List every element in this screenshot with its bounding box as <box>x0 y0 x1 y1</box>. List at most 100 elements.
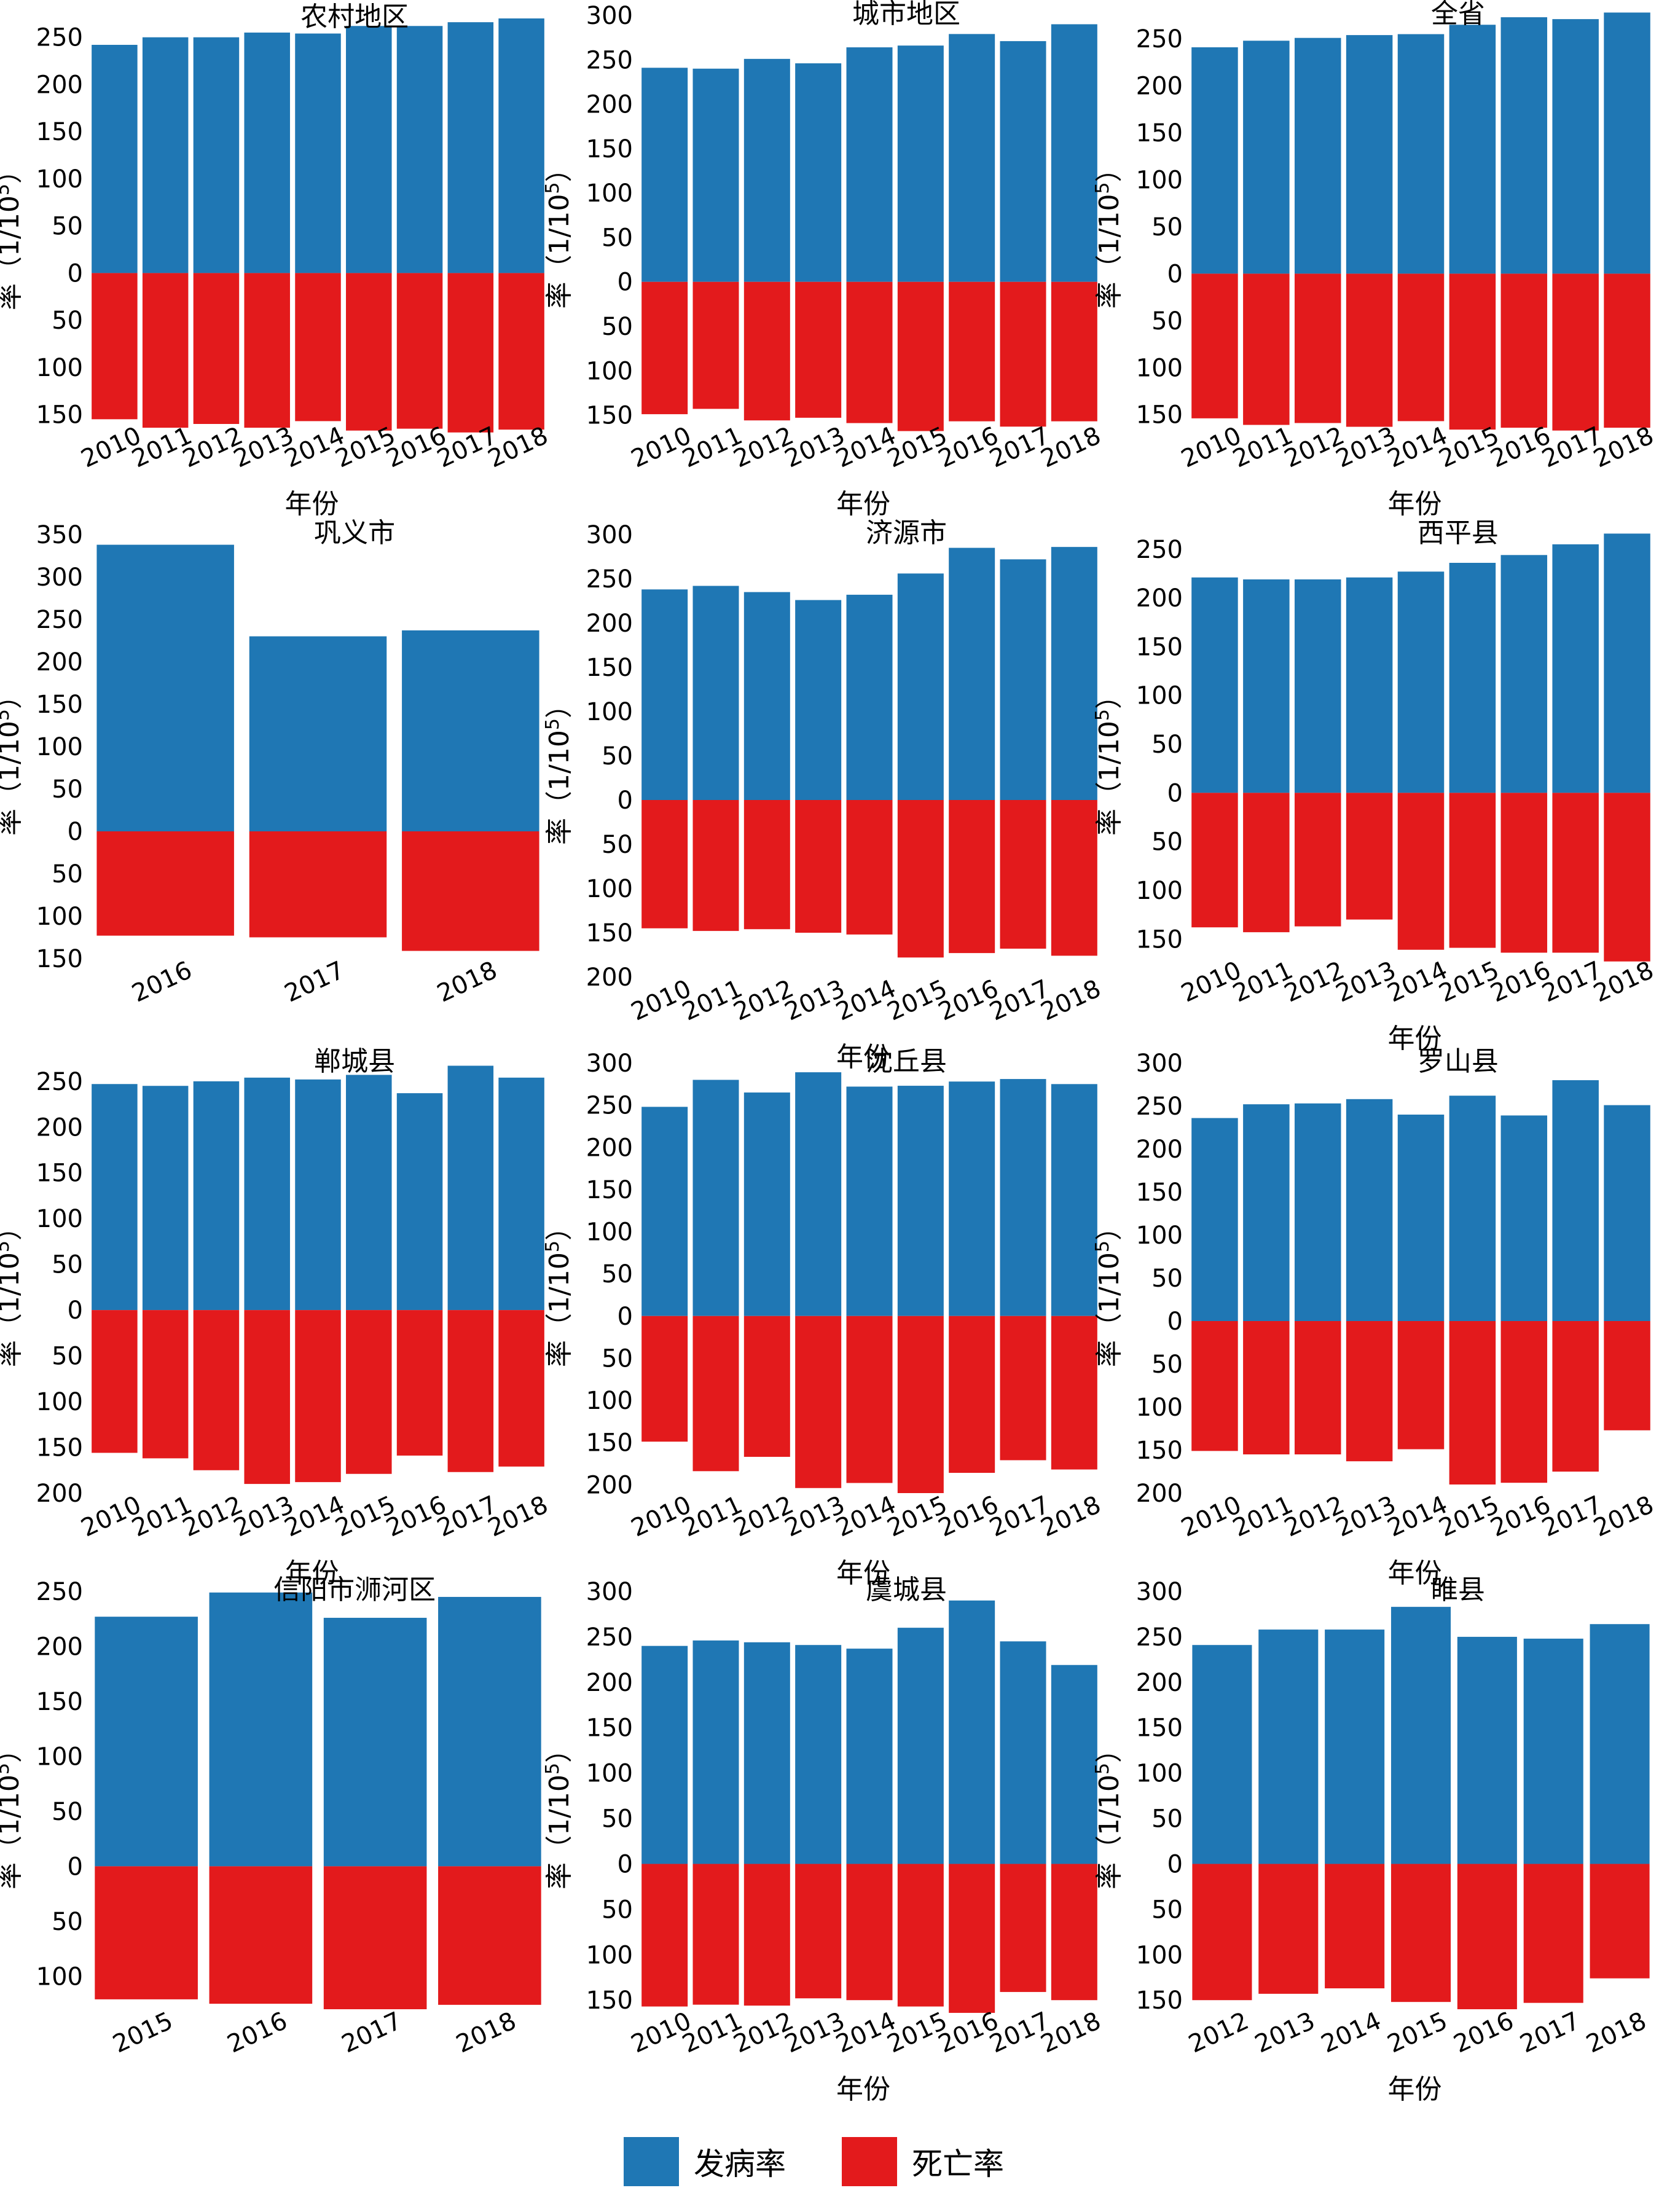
bar-incidence <box>949 1600 995 1864</box>
y-tick-label: 250 <box>586 565 633 594</box>
bar-incidence <box>92 44 138 273</box>
x-axis-label: 年份 <box>1388 488 1442 520</box>
x-tick-label: 2015 <box>1383 2007 1452 2059</box>
bar-mortality <box>92 1310 138 1453</box>
chart-panel-10: 2015 2016 2017 2018 250 200 150 100 50 0 50 100 信阳市浉… <box>0 1574 541 2059</box>
bar-incidence <box>692 586 739 800</box>
legend-label-mortality: 死亡率 <box>912 2146 1004 2182</box>
x-tick-label: 2018 <box>1037 2007 1105 2059</box>
bar-mortality <box>795 800 842 933</box>
y-axis-label: 率（1/105） <box>0 682 25 836</box>
bar-incidence <box>323 1617 427 1867</box>
bar-mortality <box>1397 273 1445 422</box>
y-tick-label: 100 <box>1136 682 1183 710</box>
bar-incidence <box>1325 1630 1385 1864</box>
bar-mortality <box>295 1310 341 1483</box>
y-tick-label: 150 <box>586 135 633 163</box>
y-tick-label: 200 <box>36 1480 83 1508</box>
bar-mortality <box>1325 1864 1385 1988</box>
y-tick-label: 100 <box>36 1205 83 1233</box>
panel-title: 西平县 <box>1418 517 1499 549</box>
panel-title: 虞城县 <box>866 1574 947 1606</box>
y-tick-label: 50 <box>52 775 83 804</box>
y-tick-label: 100 <box>36 165 83 194</box>
bar-mortality <box>1191 1321 1238 1451</box>
bar-incidence <box>1523 1638 1583 1864</box>
bar-mortality <box>1500 1321 1548 1483</box>
panel-title: 城市地区 <box>852 0 960 29</box>
x-tick-label: 2016 <box>1449 2007 1518 2059</box>
bar-mortality <box>743 800 790 930</box>
bar-incidence <box>897 573 944 800</box>
bar-mortality <box>795 1316 842 1488</box>
y-tick-label: 100 <box>1136 354 1183 382</box>
bar-mortality <box>846 800 893 935</box>
y-tick-label: 100 <box>36 1743 83 1771</box>
bar-incidence <box>92 1084 138 1311</box>
bar-incidence <box>1449 25 1496 274</box>
y-tick-label: 150 <box>36 118 83 146</box>
y-tick-label: 100 <box>36 733 83 761</box>
y-tick-label: 50 <box>602 224 633 252</box>
legend-swatch-incidence <box>624 2137 679 2186</box>
bar-mortality <box>1346 273 1393 427</box>
y-tick-label: 250 <box>1136 1092 1183 1121</box>
bar-incidence <box>1552 19 1599 274</box>
y-tick-label: 0 <box>68 1296 83 1325</box>
bar-mortality <box>1192 1864 1252 2001</box>
y-tick-label: 50 <box>602 831 633 859</box>
bar-mortality <box>1604 793 1650 962</box>
bar-incidence <box>447 22 494 273</box>
bar-mortality <box>92 273 138 420</box>
y-tick-label: 150 <box>1136 401 1183 429</box>
y-tick-label: 200 <box>586 91 633 119</box>
bar-mortality <box>692 1316 739 1472</box>
bar-mortality <box>1191 793 1238 928</box>
legend-swatch-mortality <box>842 2137 897 2186</box>
y-axis-label: 率（1/105） <box>542 155 575 309</box>
y-axis-label: 率（1/105） <box>1092 1736 1125 1889</box>
y-tick-label: 50 <box>52 1251 83 1279</box>
y-tick-label: 250 <box>1136 25 1183 53</box>
bar-mortality <box>1000 1316 1046 1461</box>
bar-mortality <box>396 1310 443 1456</box>
bar-incidence <box>142 37 189 273</box>
y-tick-label: 0 <box>68 259 83 288</box>
y-tick-label: 0 <box>618 1850 633 1878</box>
y-tick-label: 100 <box>586 1760 633 1788</box>
y-tick-label: 150 <box>1136 633 1183 661</box>
chart-panel-7: 2010201120122013201420152016201720182502… <box>0 1046 552 1589</box>
y-tick-label: 50 <box>1151 1265 1183 1293</box>
chart-panel-4: 2016 2017 2018 350 300 250 200 150 100 50 0 50 100 15… <box>0 517 539 1008</box>
chart-panel-11: 2010201120122013201420152016201720183002… <box>542 1574 1105 2105</box>
bar-mortality <box>641 1316 688 1442</box>
bar-incidence <box>743 1092 790 1316</box>
bar-incidence <box>743 58 790 282</box>
bar-mortality <box>1523 1864 1583 2003</box>
y-tick-label: 50 <box>52 1343 83 1371</box>
bar-mortality <box>1552 1321 1599 1472</box>
bar-incidence <box>1258 1630 1319 1864</box>
y-tick-label: 100 <box>586 357 633 385</box>
bar-incidence <box>1191 1118 1238 1321</box>
bar-mortality <box>346 273 392 431</box>
bar-incidence <box>1000 1641 1046 1864</box>
y-tick-label: 50 <box>1151 731 1183 759</box>
y-tick-label: 100 <box>1136 1760 1183 1788</box>
bar-mortality <box>1397 1321 1445 1449</box>
panel-title: 沈丘县 <box>866 1046 947 1077</box>
y-tick-label: 150 <box>586 402 633 430</box>
y-tick-label: 250 <box>1136 1623 1183 1652</box>
bar-mortality <box>1346 1321 1393 1462</box>
bar-mortality <box>897 800 944 958</box>
y-tick-label: 150 <box>586 1986 633 2015</box>
y-tick-label: 0 <box>618 786 633 815</box>
bar-incidence <box>1500 555 1548 793</box>
bar-incidence <box>1604 1105 1650 1321</box>
y-tick-label: 50 <box>52 1798 83 1826</box>
bar-incidence <box>498 1077 544 1311</box>
bar-incidence <box>795 1645 842 1864</box>
x-axis-label: 年份 <box>1388 2074 1442 2105</box>
y-axis-label: 率（1/105） <box>0 157 25 310</box>
